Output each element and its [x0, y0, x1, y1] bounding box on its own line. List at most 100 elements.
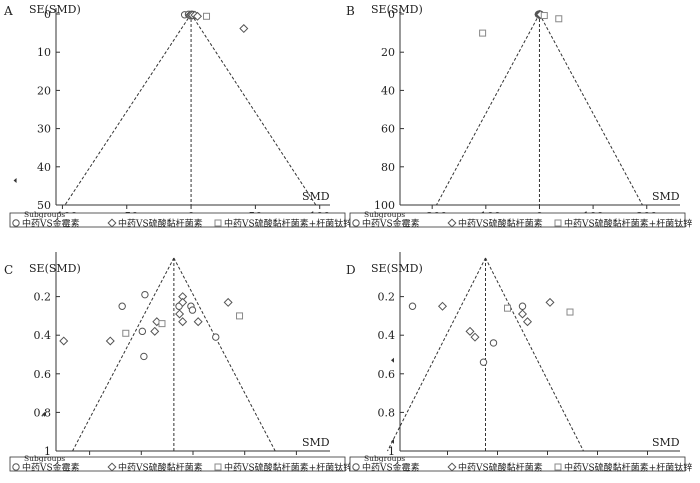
data-point-diamond	[192, 11, 203, 21]
panel-b: BSE(SMD)020406080100−200−1000100200SMDSu…	[346, 3, 692, 230]
y-tick-label: 40	[37, 161, 51, 174]
data-point-circle	[489, 339, 498, 347]
legend-label: 中药VS硫酸黏杆菌素+杆菌钛锌	[564, 218, 692, 230]
data-point-square	[555, 15, 563, 23]
y-tick-label: 1	[388, 445, 395, 458]
y-tick-label: 80	[381, 161, 395, 174]
data-point-diamond	[178, 317, 188, 327]
legend-marker-diamond-icon	[447, 218, 457, 228]
data-point-circle	[408, 302, 417, 310]
data-point-circle	[141, 290, 149, 299]
funnel-left-boundary	[72, 257, 175, 452]
y-tick-label: 0	[44, 8, 51, 21]
y-tick-label: 20	[37, 84, 51, 97]
y-tick-label: 0.2	[34, 291, 52, 304]
stray-arrow-mark	[391, 357, 394, 363]
legend-box	[349, 212, 686, 228]
data-point-diamond	[175, 309, 185, 319]
series-square	[122, 312, 244, 337]
y-axis-label: SE(SMD)	[29, 3, 81, 16]
y-tick-label: 20	[381, 46, 395, 59]
panel-a: ASE(SMD)01020304050−100−50050100SMDSubgr…	[3, 3, 352, 230]
series-diamond	[185, 10, 249, 34]
series-square	[504, 304, 574, 316]
funnel-right-boundary	[539, 13, 643, 206]
stray-arrow-mark	[391, 438, 394, 444]
y-axis-label: SE(SMD)	[29, 262, 81, 275]
legend-marker-circle-icon	[352, 463, 360, 471]
data-point-diamond	[105, 336, 115, 346]
data-point-square	[122, 329, 130, 337]
y-tick-label: 0.2	[378, 291, 396, 304]
y-tick-label: 1	[44, 445, 51, 458]
legend-marker-square-icon	[554, 219, 562, 227]
panel-label: B	[346, 4, 355, 18]
legend-marker-diamond-icon	[447, 462, 457, 472]
data-point-square	[504, 304, 511, 312]
data-point-square	[566, 308, 574, 316]
x-axis-label: SMD	[302, 190, 330, 203]
legend-label: 中药VS金霉素	[362, 218, 420, 230]
legend-title: Subgroups	[24, 210, 65, 219]
series-square	[203, 12, 211, 20]
y-tick-label: 0.6	[378, 368, 396, 381]
data-point-diamond	[465, 326, 475, 336]
data-point-diamond	[239, 24, 249, 34]
data-point-circle	[479, 358, 488, 366]
legend-label: 中药VS硫酸黏杆菌素+杆菌钛锌	[224, 462, 352, 474]
data-point-circle	[518, 302, 527, 310]
funnel-left-boundary	[387, 257, 486, 452]
funnel-left-boundary	[436, 13, 540, 206]
legend-box	[349, 456, 686, 472]
funnel-right-boundary	[485, 257, 584, 452]
data-point-diamond	[59, 336, 69, 346]
legend-marker-circle-icon	[12, 463, 20, 471]
y-tick-label: 0	[388, 8, 395, 21]
series-circle	[408, 302, 527, 366]
data-point-diamond	[437, 301, 448, 311]
data-point-square	[236, 312, 244, 320]
data-point-diamond	[517, 309, 528, 319]
legend-marker-circle-icon	[352, 219, 360, 227]
panel-d: DSE(SMD)0.20.40.60.81−2−1012SMDSubgroups…	[346, 252, 692, 474]
y-tick-label: 0.8	[378, 406, 396, 419]
stray-arrow-mark	[13, 178, 17, 184]
legend-box	[9, 456, 346, 472]
y-tick-label: 0.4	[34, 329, 52, 342]
stray-arrow-mark	[42, 411, 46, 417]
legend-label: 中药VS硫酸黏杆菌素	[118, 218, 203, 230]
series-square	[479, 12, 563, 37]
data-point-circle	[188, 306, 197, 314]
panel-label: D	[346, 263, 356, 277]
funnel-right-boundary	[190, 13, 317, 206]
legend-title: Subgroups	[364, 210, 405, 219]
legend-label: 中药VS硫酸黏杆菌素+杆菌钛锌	[564, 462, 692, 474]
legend-marker-diamond-icon	[107, 218, 117, 228]
funnel-right-boundary	[173, 257, 276, 452]
series-circle	[118, 290, 220, 361]
legend-marker-diamond-icon	[107, 462, 117, 472]
data-point-diamond	[178, 297, 188, 307]
axes: 0.20.40.60.81−2−1012SMD	[34, 252, 330, 469]
series-diamond	[59, 292, 233, 346]
y-tick-label: 60	[381, 123, 395, 136]
axes: 0.20.40.60.81−2−1012SMD	[378, 252, 680, 469]
legend-label: 中药VS金霉素	[362, 462, 420, 474]
data-point-circle	[138, 327, 147, 336]
data-point-circle	[212, 333, 220, 341]
data-point-diamond	[522, 317, 533, 327]
x-axis-label: SMD	[652, 190, 680, 203]
funnel-left-boundary	[64, 13, 192, 206]
y-tick-label: 30	[37, 123, 51, 136]
x-axis-label: SMD	[302, 436, 330, 449]
legend-label: 中药VS金霉素	[22, 462, 80, 474]
data-point-diamond	[223, 297, 233, 307]
y-tick-label: 0.4	[378, 329, 396, 342]
legend-label: 中药VS硫酸黏杆菌素	[458, 462, 543, 474]
